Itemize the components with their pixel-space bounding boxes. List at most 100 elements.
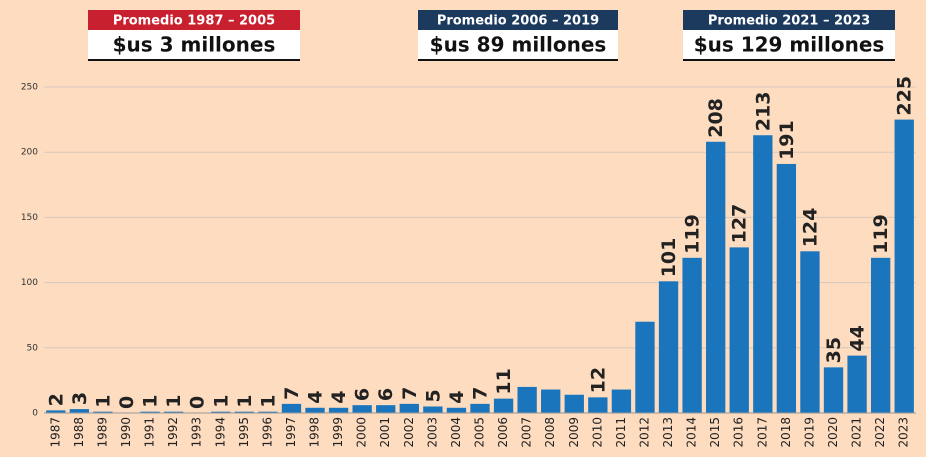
value-label: 1 [234, 394, 256, 407]
y-tick-label: 0 [32, 409, 38, 419]
value-label: 0 [187, 396, 209, 409]
y-tick-label: 50 [27, 343, 39, 353]
bar [470, 403, 490, 413]
value-label: 1 [257, 394, 279, 407]
x-tick-label: 2016 [732, 417, 746, 448]
bar [635, 321, 655, 413]
x-tick-label: 1990 [119, 417, 133, 448]
x-tick-label: 2008 [543, 417, 557, 448]
y-tick-label: 250 [21, 83, 38, 93]
value-label: 6 [352, 388, 374, 401]
value-label: 6 [375, 388, 397, 401]
x-tick-label: 2005 [473, 417, 487, 448]
x-tick-label: 1996 [260, 417, 274, 448]
value-label: 1 [163, 394, 185, 407]
annotation-title: Promedio 1987 – 2005 [113, 14, 275, 29]
bar [281, 403, 302, 413]
annotation-header [683, 10, 895, 30]
x-tick-label: 1991 [143, 417, 157, 448]
bar [658, 281, 679, 413]
x-tick-label: 2006 [496, 417, 510, 448]
value-label: 1 [92, 394, 114, 407]
value-label: 191 [776, 120, 798, 160]
annotation-box [88, 30, 300, 60]
y-tick-label: 150 [21, 213, 38, 223]
x-tick-label: 2018 [779, 417, 793, 448]
annotation-box [683, 30, 895, 60]
value-label: 11 [493, 368, 515, 394]
bar [517, 386, 537, 413]
value-label: 1 [210, 394, 232, 407]
bar [894, 119, 914, 413]
value-label: 0 [116, 396, 138, 409]
bar [211, 411, 231, 413]
x-tick-label: 1993 [190, 417, 204, 448]
x-tick-label: 1995 [237, 417, 251, 448]
x-tick-label: 2009 [567, 417, 581, 448]
bar [258, 411, 278, 413]
value-label: 208 [705, 98, 727, 138]
annotation-box [418, 30, 618, 60]
bar [870, 257, 891, 413]
value-label: 2 [45, 393, 67, 406]
x-tick-label: 2012 [637, 417, 651, 448]
x-tick-label: 2000 [355, 417, 369, 448]
x-tick-label: 1997 [284, 417, 298, 448]
x-tick-label: 2017 [755, 417, 769, 448]
value-label: 44 [847, 325, 869, 351]
x-tick-label: 2002 [402, 417, 416, 448]
x-tick-label: 2014 [685, 417, 699, 448]
x-tick-label: 2010 [590, 417, 604, 448]
value-label: 124 [799, 208, 821, 248]
x-tick-label: 2022 [873, 417, 887, 448]
bar [800, 251, 820, 413]
bar [305, 407, 325, 413]
x-tick-label: 2015 [708, 417, 722, 448]
bar [163, 411, 184, 413]
x-tick-label: 2023 [897, 417, 911, 448]
value-label: 1 [140, 394, 162, 407]
y-tick-label: 100 [21, 278, 38, 288]
bar [446, 407, 467, 413]
bar [46, 410, 66, 413]
bar [564, 394, 584, 413]
annotation-text: $us 129 millones [694, 33, 885, 57]
x-tick-label: 1988 [72, 417, 86, 448]
x-tick-label: 2013 [661, 417, 675, 448]
bar [140, 411, 160, 413]
value-label: 119 [682, 214, 704, 254]
x-tick-label: 1992 [166, 417, 180, 448]
value-label: 119 [870, 214, 892, 254]
value-label: 127 [729, 204, 751, 244]
value-label: 4 [446, 391, 468, 404]
x-tick-label: 2007 [520, 417, 534, 448]
annotation-title: Promedio 2021 – 2023 [708, 14, 870, 29]
x-tick-label: 1994 [213, 417, 227, 448]
x-tick-label: 2001 [378, 417, 392, 448]
bar [541, 389, 561, 413]
value-label: 7 [470, 387, 492, 400]
bar [69, 409, 90, 413]
bar [753, 135, 773, 414]
x-tick-label: 2021 [850, 417, 864, 448]
value-label: 3 [69, 392, 91, 405]
value-label: 35 [823, 337, 845, 363]
bar [611, 389, 632, 413]
bar [423, 406, 443, 413]
bar [493, 398, 514, 413]
x-tick-label: 2011 [614, 417, 628, 448]
x-tick-label: 2019 [802, 417, 816, 448]
value-label: 4 [305, 391, 327, 404]
x-tick-label: 2020 [826, 417, 840, 448]
bar [376, 405, 396, 413]
annotation-header [88, 10, 300, 30]
annotation-text: $us 3 millones [113, 33, 276, 57]
bar [682, 257, 702, 413]
value-label: 5 [422, 389, 444, 402]
bar [823, 367, 844, 413]
bar [706, 141, 726, 413]
bar [352, 405, 372, 413]
x-tick-label: 1987 [48, 417, 62, 448]
